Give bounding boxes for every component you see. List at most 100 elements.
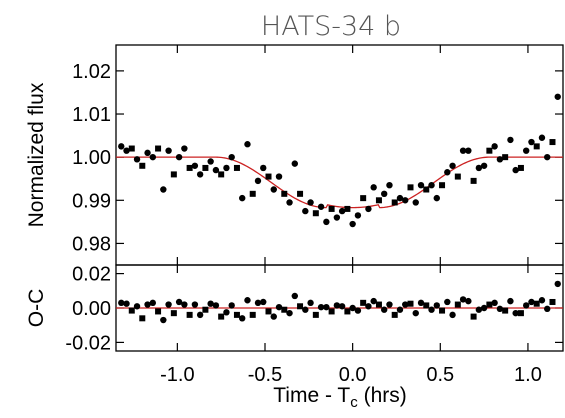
residuals-data-point [496, 305, 504, 313]
residuals-data-point [533, 300, 540, 307]
flux-data-point [297, 190, 304, 197]
x-tick-label: 0.5 [426, 364, 454, 386]
residuals-data-point [375, 301, 382, 308]
residuals-data-point [512, 309, 519, 317]
residuals-data-point [317, 303, 325, 311]
residuals-data-point [212, 302, 220, 309]
flux-panel-frame [115, 44, 564, 266]
flux-data-point [239, 194, 246, 202]
flux-data-point [365, 205, 372, 213]
flux-data-point [349, 220, 356, 228]
flux-data-point [233, 164, 240, 171]
flux-data-point [439, 182, 446, 189]
residuals-data-point [396, 306, 404, 313]
flux-data-point [470, 177, 477, 184]
flux-data-point [544, 153, 551, 161]
residuals-data-point [517, 310, 524, 317]
residuals-data-point [554, 280, 561, 288]
flux-data-point [275, 173, 283, 180]
flux-data-point [475, 164, 483, 172]
residuals-data-point [260, 298, 267, 306]
flux-data-point [333, 214, 341, 221]
flux-data-point [381, 190, 388, 198]
flux-data-point [312, 210, 319, 217]
flux-data-point [360, 195, 367, 202]
flux-data-point [165, 147, 172, 154]
tick-layer: 0.98 0.99 1.00 1.01 1.02 -0.02 0.00 0.02 -1.0 -0.… [65, 45, 563, 386]
residuals-data-point [360, 299, 367, 306]
residuals-data-point [323, 303, 330, 311]
flux-data-point [270, 186, 277, 193]
residuals-data-point [181, 301, 188, 308]
residuals-data-point [528, 298, 535, 306]
flux-data-point [207, 158, 214, 165]
flux-data-point [454, 173, 461, 180]
residuals-data-point [402, 301, 409, 308]
residuals-data-point [449, 311, 456, 319]
flux-data-point [522, 147, 530, 154]
flux-data-point [375, 197, 382, 204]
residuals-data-point [538, 297, 546, 304]
flux-data-point [149, 153, 157, 161]
flux-data-point [212, 166, 220, 174]
flux-y-tick-label: 1.02 [72, 61, 111, 83]
residuals-data-point [428, 306, 435, 313]
flux-data-point [412, 199, 419, 206]
flux-data-point [254, 177, 262, 185]
flux-data-point [496, 156, 504, 163]
x-axis-label-subscript: c [350, 394, 358, 411]
flux-data-point [370, 184, 377, 191]
flux-data-point [538, 134, 546, 141]
residuals-data-point [386, 301, 393, 308]
point-layer [118, 93, 561, 324]
residuals-data-point [123, 300, 130, 307]
flux-data-point [528, 138, 535, 146]
flux-data-point [402, 197, 409, 204]
flux-data-point [502, 154, 509, 161]
x-tick-label: 0.0 [339, 364, 367, 386]
flux-data-point [449, 162, 456, 169]
residuals-data-point [144, 301, 151, 308]
flux-data-point [417, 181, 425, 189]
flux-data-point [428, 181, 435, 189]
flux-data-point [407, 184, 414, 191]
flux-data-point [444, 169, 451, 176]
flux-data-point [533, 143, 540, 150]
flux-data-point [249, 190, 256, 197]
flux-data-point [160, 186, 167, 193]
residuals-data-point [470, 313, 477, 320]
residuals-data-point [507, 297, 514, 305]
flux-data-point [123, 147, 130, 154]
flux-data-point [228, 153, 235, 161]
residuals-data-point [270, 313, 277, 320]
residuals-data-point [281, 306, 288, 313]
residuals-data-point [307, 299, 314, 307]
residuals-data-point [407, 300, 414, 307]
x-axis-label: Time - Tc (hrs) [273, 384, 407, 411]
residuals-data-point [349, 304, 356, 312]
flux-data-point [480, 162, 488, 169]
residuals-data-point [465, 297, 472, 305]
flux-data-point [554, 93, 561, 100]
flux-data-point [317, 203, 325, 210]
residuals-data-point [297, 303, 304, 310]
residuals-data-point [139, 315, 146, 322]
flux-data-point [307, 199, 314, 206]
residuals-data-point [233, 311, 240, 318]
residuals-data-point [249, 311, 256, 318]
chart-title: HATS-34 b [261, 11, 401, 42]
residuals-data-point [128, 307, 135, 314]
residuals-data-point [239, 315, 246, 322]
flux-data-point [512, 166, 519, 174]
residuals-data-point [175, 298, 183, 306]
residuals-data-point [155, 308, 162, 315]
residuals-data-point [265, 308, 272, 315]
flux-y-tick-label: 0.99 [72, 190, 111, 212]
residuals-data-point [202, 306, 209, 313]
flux-data-point [459, 147, 467, 154]
residuals-data-point [417, 299, 425, 307]
flux-data-point [175, 153, 183, 161]
x-axis-label-main: Time - T [273, 384, 350, 407]
flux-data-point [344, 205, 351, 212]
flux-data-point [386, 181, 393, 189]
